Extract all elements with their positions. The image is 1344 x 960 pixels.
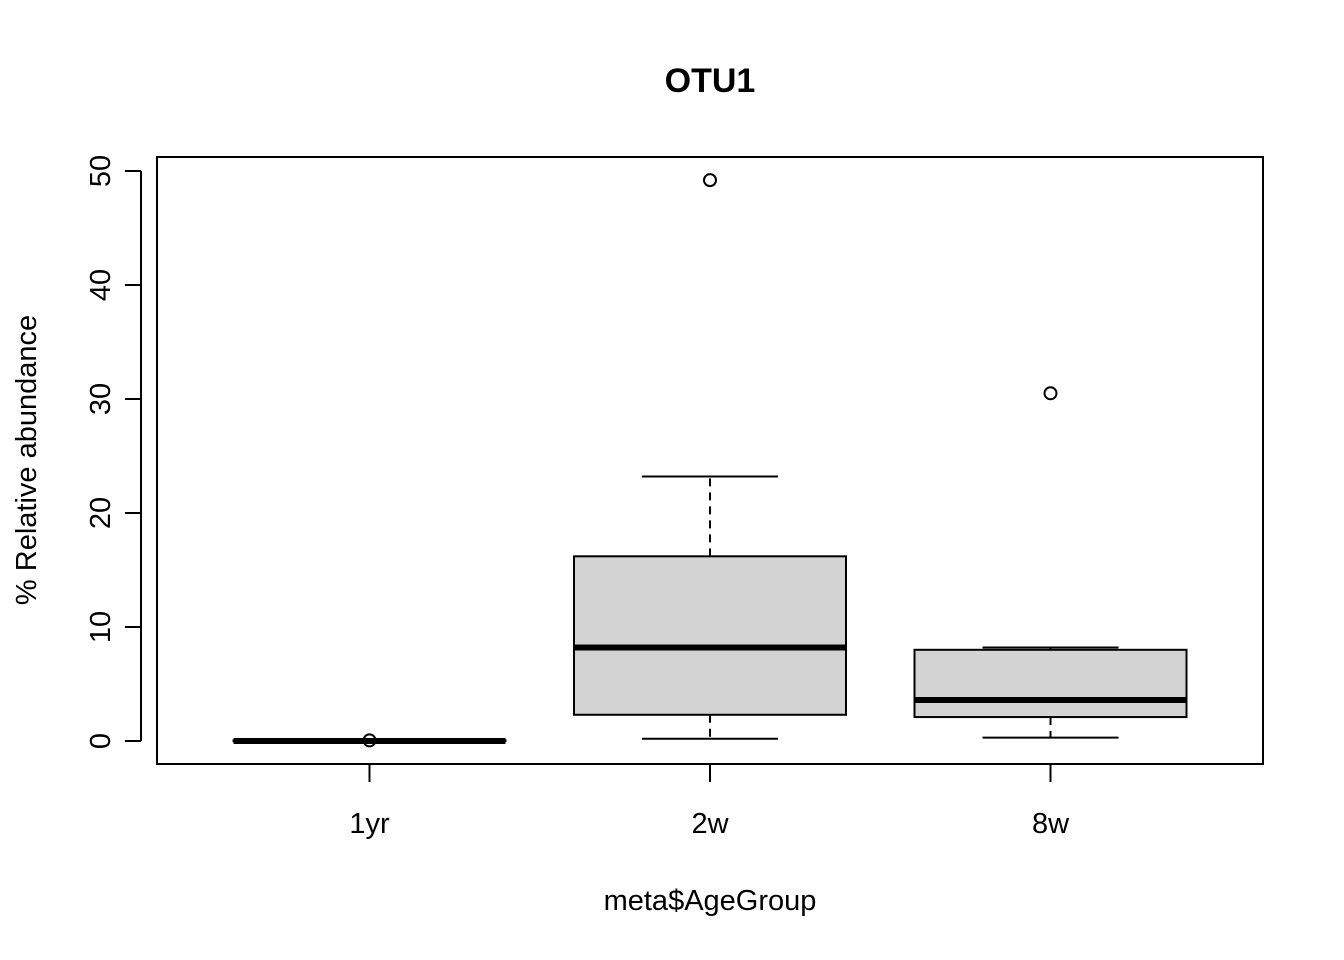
y-tick-label: 0 <box>85 733 117 749</box>
outlier-point <box>1043 386 1058 401</box>
iqr-box <box>913 648 1188 719</box>
x-axis-label: meta$AgeGroup <box>604 885 817 917</box>
iqr-box <box>573 555 847 716</box>
y-axis: 0 10 20 30 40 50 <box>85 155 142 749</box>
box-2w <box>573 173 847 740</box>
outlier-point <box>362 733 377 748</box>
y-tick-label: 20 <box>85 497 117 529</box>
outlier-point <box>703 173 717 188</box>
y-tick-label: 10 <box>85 611 117 643</box>
box-1yr <box>232 733 507 748</box>
y-axis-label: % Relative abundance <box>11 315 43 605</box>
x-tick-label: 2w <box>691 808 729 840</box>
y-tick-label: 40 <box>85 269 117 301</box>
chart-title: OTU1 <box>665 62 756 100</box>
y-tick-label: 50 <box>85 155 117 187</box>
boxes <box>232 173 1188 748</box>
y-tick-label: 30 <box>85 383 117 415</box>
x-tick-label: 1yr <box>349 808 390 840</box>
box-8w <box>913 386 1188 739</box>
x-tick-label: 8w <box>1032 808 1070 840</box>
x-axis: 1yr 2w 8w <box>349 763 1070 840</box>
